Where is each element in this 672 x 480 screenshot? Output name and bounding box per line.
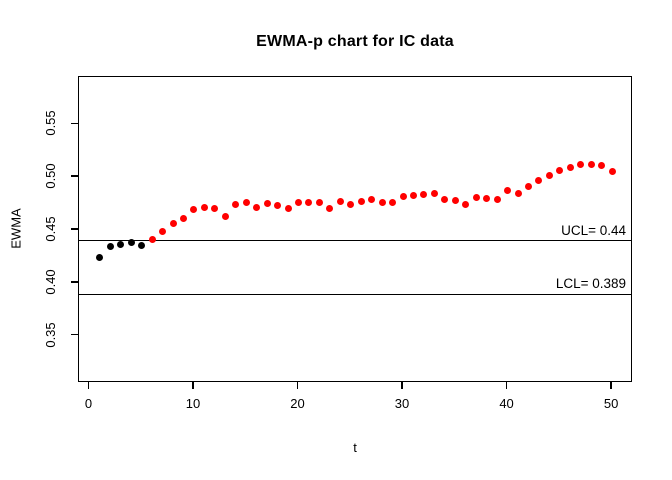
chart-title: EWMA-p chart for IC data (256, 33, 454, 50)
y-axis-tick (71, 228, 78, 230)
y-axis-tick-label: 0.40 (43, 269, 58, 295)
data-point (577, 161, 585, 169)
data-point (284, 205, 292, 213)
data-point (117, 241, 125, 249)
x-axis-tick (87, 382, 90, 389)
data-point (608, 168, 616, 176)
data-point (232, 201, 240, 209)
y-axis-label: EWMA (8, 208, 24, 249)
plot-area: UCL= 0.44 LCL= 0.389 (78, 76, 632, 382)
x-axis-tick (296, 382, 299, 389)
y-axis-tick-label: 0.35 (43, 321, 58, 348)
x-axis-tick (192, 382, 194, 389)
data-point (545, 171, 553, 179)
data-point (368, 195, 376, 203)
data-point (357, 198, 365, 205)
data-point (430, 189, 438, 197)
data-point (472, 193, 480, 201)
data-point (138, 242, 146, 250)
data-point (253, 204, 261, 212)
y-axis-tick-label: 0.45 (43, 216, 58, 242)
data-point (305, 199, 313, 207)
ucl-line (79, 239, 631, 242)
data-point (493, 195, 501, 203)
data-point (483, 194, 491, 202)
data-point (263, 200, 271, 208)
data-point (336, 198, 344, 205)
data-point (148, 235, 156, 243)
y-axis-tick (71, 122, 78, 125)
data-point (200, 204, 208, 212)
data-point (451, 196, 459, 204)
data-point (587, 161, 595, 169)
data-point (514, 189, 522, 197)
x-axis-tick-label: 50 (603, 396, 619, 411)
y-axis-tick-label: 0.55 (43, 110, 58, 137)
x-axis-label: t (353, 440, 357, 455)
data-point (169, 220, 177, 228)
lcl-line (79, 293, 631, 296)
y-axis-tick (71, 281, 78, 283)
data-point (159, 227, 167, 235)
data-point (274, 202, 282, 210)
y-axis-tick (71, 333, 78, 336)
x-axis-tick-label: 20 (290, 396, 305, 411)
data-point (211, 205, 219, 213)
data-point (566, 164, 574, 172)
data-point (420, 190, 428, 198)
data-point (326, 205, 334, 213)
data-point (598, 162, 606, 170)
x-axis-tick-label: 10 (185, 396, 201, 411)
data-point (242, 199, 250, 207)
data-point (389, 199, 397, 207)
data-point (441, 195, 449, 203)
data-point (221, 212, 229, 220)
data-point (409, 191, 417, 199)
data-point (127, 239, 135, 247)
x-axis-tick-label: 30 (394, 396, 410, 411)
data-point (462, 201, 470, 209)
x-axis-tick-label: 0 (84, 396, 93, 411)
data-point (295, 199, 302, 207)
data-point (504, 187, 512, 195)
lcl-label: LCL= 0.389 (555, 276, 626, 292)
data-point (180, 214, 188, 222)
y-axis-tick-label: 0.50 (43, 163, 58, 189)
x-axis-tick-label: 40 (499, 396, 514, 411)
ucl-label: UCL= 0.44 (561, 222, 626, 238)
y-axis-tick (71, 175, 78, 177)
data-point (347, 201, 355, 209)
data-point (524, 183, 532, 191)
data-point (106, 243, 114, 251)
data-point (556, 167, 564, 175)
data-point (315, 199, 323, 207)
data-point (378, 199, 386, 207)
data-point (190, 206, 198, 214)
x-axis-tick (401, 382, 403, 389)
data-point (96, 253, 104, 261)
data-point (399, 192, 407, 200)
x-axis-tick (610, 382, 612, 389)
x-axis-tick (505, 382, 508, 389)
data-point (535, 176, 543, 184)
